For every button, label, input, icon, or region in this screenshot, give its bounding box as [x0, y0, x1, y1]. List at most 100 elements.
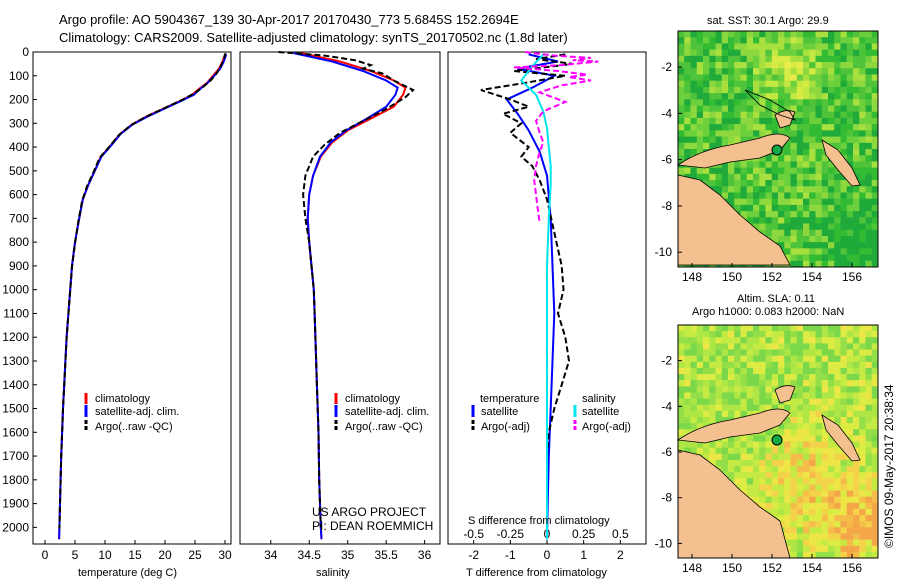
map-cell: [715, 167, 723, 175]
map-cell: [771, 192, 779, 200]
map-cell: [728, 130, 735, 138]
map-cell: [871, 105, 879, 113]
map-cell: [796, 533, 804, 541]
map-cell: [740, 105, 748, 113]
map-cell: [728, 374, 735, 381]
map-cell: [771, 484, 779, 492]
map-cell: [784, 130, 791, 138]
map-cell: [728, 386, 735, 393]
map-cell: [778, 325, 785, 332]
map-cell: [865, 410, 873, 418]
map-cell: [709, 410, 716, 418]
y-tick-label: 1500: [2, 402, 29, 416]
map-cell: [865, 527, 873, 534]
map-cell: [771, 80, 779, 88]
map-cell: [865, 198, 873, 206]
map-cell: [740, 211, 748, 218]
map-cell: [778, 502, 785, 510]
map-cell: [796, 398, 804, 406]
map-cell: [771, 204, 779, 212]
map-cell: [715, 37, 723, 44]
map-cell: [865, 349, 873, 357]
map-cell: [828, 478, 835, 485]
map-cell: [715, 392, 723, 400]
map-cell: [728, 136, 735, 144]
map-cell: [709, 93, 716, 100]
map-cell: [859, 496, 866, 504]
map-cell: [840, 343, 848, 351]
map-cell: [778, 235, 785, 243]
map-cell: [728, 55, 735, 63]
map-cell: [765, 374, 773, 381]
map-cell: [765, 80, 773, 88]
map-cell: [815, 198, 823, 206]
map-cell: [853, 74, 860, 82]
map-cell: [790, 508, 798, 516]
map-cell: [784, 105, 791, 113]
map-cell: [684, 410, 691, 418]
map-cell: [721, 93, 729, 100]
map-cell: [696, 86, 704, 94]
map-cell: [796, 62, 804, 69]
map-cell: [790, 211, 798, 218]
map-cell: [828, 254, 835, 262]
map-cell: [709, 447, 716, 455]
map-cell: [821, 429, 829, 436]
map-cell: [721, 167, 729, 175]
map-cell: [828, 508, 835, 516]
map-cell: [746, 367, 754, 375]
map-cell: [721, 136, 729, 144]
map-y-tick-label: -6: [661, 153, 672, 167]
map-cell: [684, 325, 691, 332]
map-cell: [846, 416, 854, 424]
map-cell: [746, 62, 754, 69]
map-cell: [765, 192, 773, 200]
map-cell: [834, 398, 841, 406]
difference-xlabel: T difference from climatology: [466, 567, 607, 579]
map-cell: [853, 392, 860, 400]
map-cell: [809, 192, 816, 200]
map-cell: [871, 527, 879, 534]
map-cell: [871, 260, 879, 268]
map-cell: [759, 478, 766, 485]
map-cell: [803, 398, 810, 406]
map-cell: [809, 459, 816, 467]
map-cell: [771, 331, 779, 338]
map-x-tick-label: 148: [682, 561, 702, 575]
map-cell: [840, 416, 848, 424]
map-cell: [809, 223, 816, 231]
map-cell: [709, 361, 716, 369]
map-cell: [784, 478, 791, 485]
map-cell: [865, 142, 873, 150]
map-cell: [703, 99, 710, 107]
map-cell: [790, 392, 798, 400]
map-cell: [734, 55, 741, 63]
map-cell: [684, 447, 691, 455]
map-cell: [765, 380, 773, 387]
map-cell: [728, 337, 735, 344]
map-cell: [790, 361, 798, 369]
map-cell: [840, 551, 848, 559]
map-cell: [821, 93, 829, 100]
map-cell: [740, 466, 748, 473]
map-cell: [734, 62, 741, 69]
map-cell: [690, 173, 698, 181]
map-cell: [784, 242, 791, 249]
map-cell: [809, 93, 816, 100]
map-cell: [696, 136, 704, 144]
map-cell: [778, 447, 785, 455]
map-cell: [846, 380, 854, 387]
map-cell: [859, 331, 866, 338]
map-cell: [846, 111, 854, 119]
map-cell: [746, 74, 754, 82]
map-cell: [721, 173, 729, 181]
map-cell: [865, 217, 873, 225]
map-cell: [803, 484, 810, 492]
map-cell: [803, 93, 810, 100]
map-cell: [840, 37, 848, 44]
map-cell: [765, 93, 773, 100]
map-cell: [696, 355, 704, 363]
map-cell: [796, 380, 804, 387]
map-cell: [834, 186, 841, 193]
map-cell: [809, 453, 816, 461]
